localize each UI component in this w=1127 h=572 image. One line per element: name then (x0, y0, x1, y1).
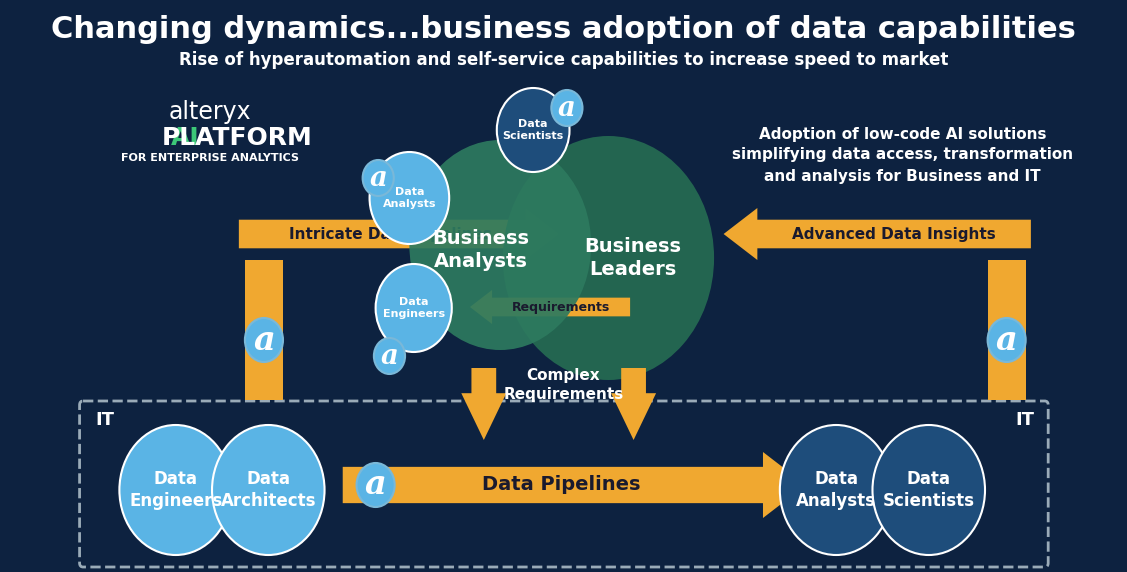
Text: a: a (365, 468, 387, 502)
Text: a: a (996, 324, 1018, 356)
Circle shape (370, 152, 450, 244)
Text: AI: AI (171, 126, 199, 150)
Circle shape (551, 90, 583, 126)
Text: Data
Analysts: Data Analysts (383, 187, 436, 209)
Circle shape (409, 140, 592, 350)
Text: Data
Engineers: Data Engineers (383, 297, 445, 319)
Circle shape (374, 338, 405, 374)
Text: Data Pipelines: Data Pipelines (482, 475, 641, 495)
Polygon shape (239, 208, 559, 260)
Text: PLATFORM: PLATFORM (162, 126, 312, 150)
Text: Intricate Data Pipelines: Intricate Data Pipelines (290, 227, 492, 241)
Text: a: a (558, 94, 576, 121)
Circle shape (119, 425, 232, 555)
Polygon shape (987, 260, 1026, 400)
Circle shape (245, 318, 283, 362)
Text: Data
Analysts: Data Analysts (796, 470, 876, 510)
Circle shape (356, 463, 394, 507)
Circle shape (872, 425, 985, 555)
Polygon shape (470, 290, 630, 324)
Polygon shape (611, 368, 656, 440)
Text: Complex
Requirements: Complex Requirements (504, 368, 623, 402)
Text: Requirements: Requirements (512, 300, 610, 313)
Text: IT: IT (95, 411, 114, 429)
Text: Data
Scientists: Data Scientists (503, 119, 564, 141)
Text: Rise of hyperautomation and self-service capabilities to increase speed to marke: Rise of hyperautomation and self-service… (179, 51, 948, 69)
Polygon shape (724, 208, 1031, 260)
Polygon shape (245, 260, 283, 400)
Circle shape (503, 136, 715, 380)
Text: Advanced Data Insights: Advanced Data Insights (792, 227, 996, 241)
Text: Changing dynamics...business adoption of data capabilities: Changing dynamics...business adoption of… (51, 15, 1076, 45)
Text: FOR ENTERPRISE ANALYTICS: FOR ENTERPRISE ANALYTICS (122, 153, 300, 163)
Circle shape (363, 160, 393, 196)
Circle shape (212, 425, 325, 555)
Circle shape (497, 88, 569, 172)
Text: Data
Scientists: Data Scientists (882, 470, 975, 510)
Circle shape (780, 425, 893, 555)
Text: IT: IT (1015, 411, 1035, 429)
Text: Adoption of low-code AI solutions
simplifying data access, transformation
and an: Adoption of low-code AI solutions simpli… (733, 126, 1073, 184)
Text: a: a (370, 165, 388, 192)
Polygon shape (461, 368, 506, 440)
Text: Business
Leaders: Business Leaders (584, 237, 681, 279)
Polygon shape (343, 452, 806, 518)
Text: a: a (381, 343, 399, 370)
Circle shape (375, 264, 452, 352)
Text: alteryx: alteryx (169, 100, 251, 124)
Text: Data
Architects: Data Architects (221, 470, 316, 510)
Text: a: a (254, 324, 275, 356)
Text: Data
Engineers: Data Engineers (128, 470, 222, 510)
Circle shape (987, 318, 1026, 362)
Text: Business
Analysts: Business Analysts (433, 229, 530, 271)
